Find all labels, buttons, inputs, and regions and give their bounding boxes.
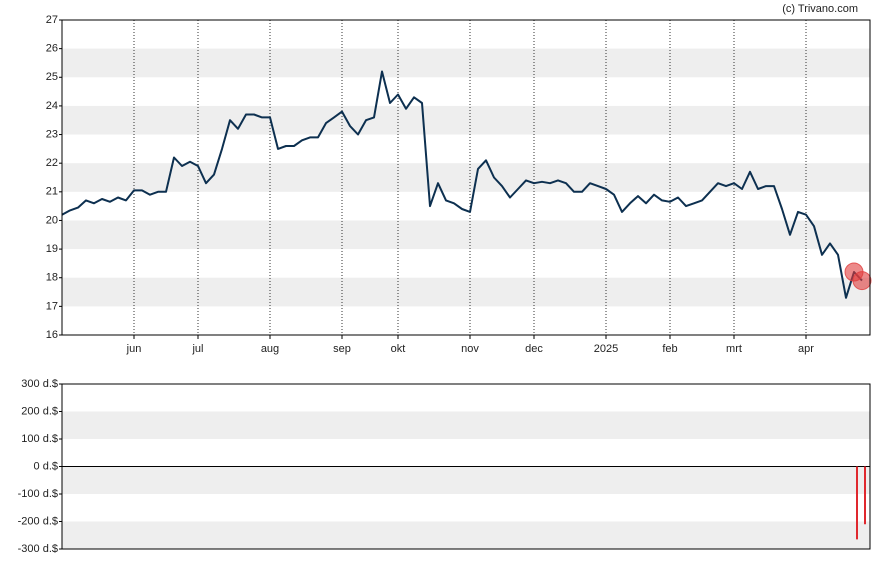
x-tick-label: jul <box>191 343 203 355</box>
y-tick-label: 18 <box>46 272 58 284</box>
grid-band <box>62 220 870 250</box>
x-tick-label: jun <box>126 343 142 355</box>
x-tick-label: aug <box>261 343 279 355</box>
y-tick-label: -200 d.$ <box>18 515 58 527</box>
y-tick-label: 25 <box>46 71 58 83</box>
grid-band <box>62 163 870 192</box>
y-tick-label: 300 d.$ <box>21 378 58 390</box>
y-tick-label: 19 <box>46 243 58 255</box>
credit: (c) Trivano.com <box>782 3 858 15</box>
y-tick-label: 21 <box>46 186 58 198</box>
y-tick-label: 27 <box>46 14 58 26</box>
plot-frame <box>61 19 871 336</box>
plot-frame <box>61 383 871 550</box>
x-tick-label: mrt <box>726 343 742 355</box>
grid-band <box>62 105 870 135</box>
x-tick-label: sep <box>333 343 351 355</box>
grid-band <box>62 466 870 494</box>
grid-band <box>62 521 870 549</box>
highlight-marker <box>852 271 872 291</box>
y-tick-label: 100 d.$ <box>21 433 58 445</box>
grid-band <box>62 411 870 439</box>
y-tick-label: 23 <box>46 128 58 140</box>
x-tick-label: apr <box>798 343 814 355</box>
bar <box>856 466 858 540</box>
grid-band <box>62 277 870 307</box>
y-tick-label: 200 d.$ <box>21 405 58 417</box>
y-tick-label: 17 <box>46 300 58 312</box>
x-tick-label: 2025 <box>594 343 618 355</box>
y-tick-label: 16 <box>46 329 58 341</box>
y-tick-label: 24 <box>46 100 58 112</box>
y-tick-label: 26 <box>46 43 58 55</box>
x-tick-label: feb <box>662 343 677 355</box>
y-tick-label: 22 <box>46 157 58 169</box>
y-tick-label: 0 d.$ <box>34 460 58 472</box>
x-tick-label: nov <box>461 343 479 355</box>
y-tick-label: 20 <box>46 214 58 226</box>
grid-band <box>62 48 870 78</box>
x-tick-label: dec <box>525 343 543 355</box>
x-tick-label: okt <box>391 343 406 355</box>
y-tick-label: -100 d.$ <box>18 488 58 500</box>
price-line <box>61 70 863 299</box>
bar <box>864 466 866 525</box>
y-tick-label: -300 d.$ <box>18 543 58 555</box>
